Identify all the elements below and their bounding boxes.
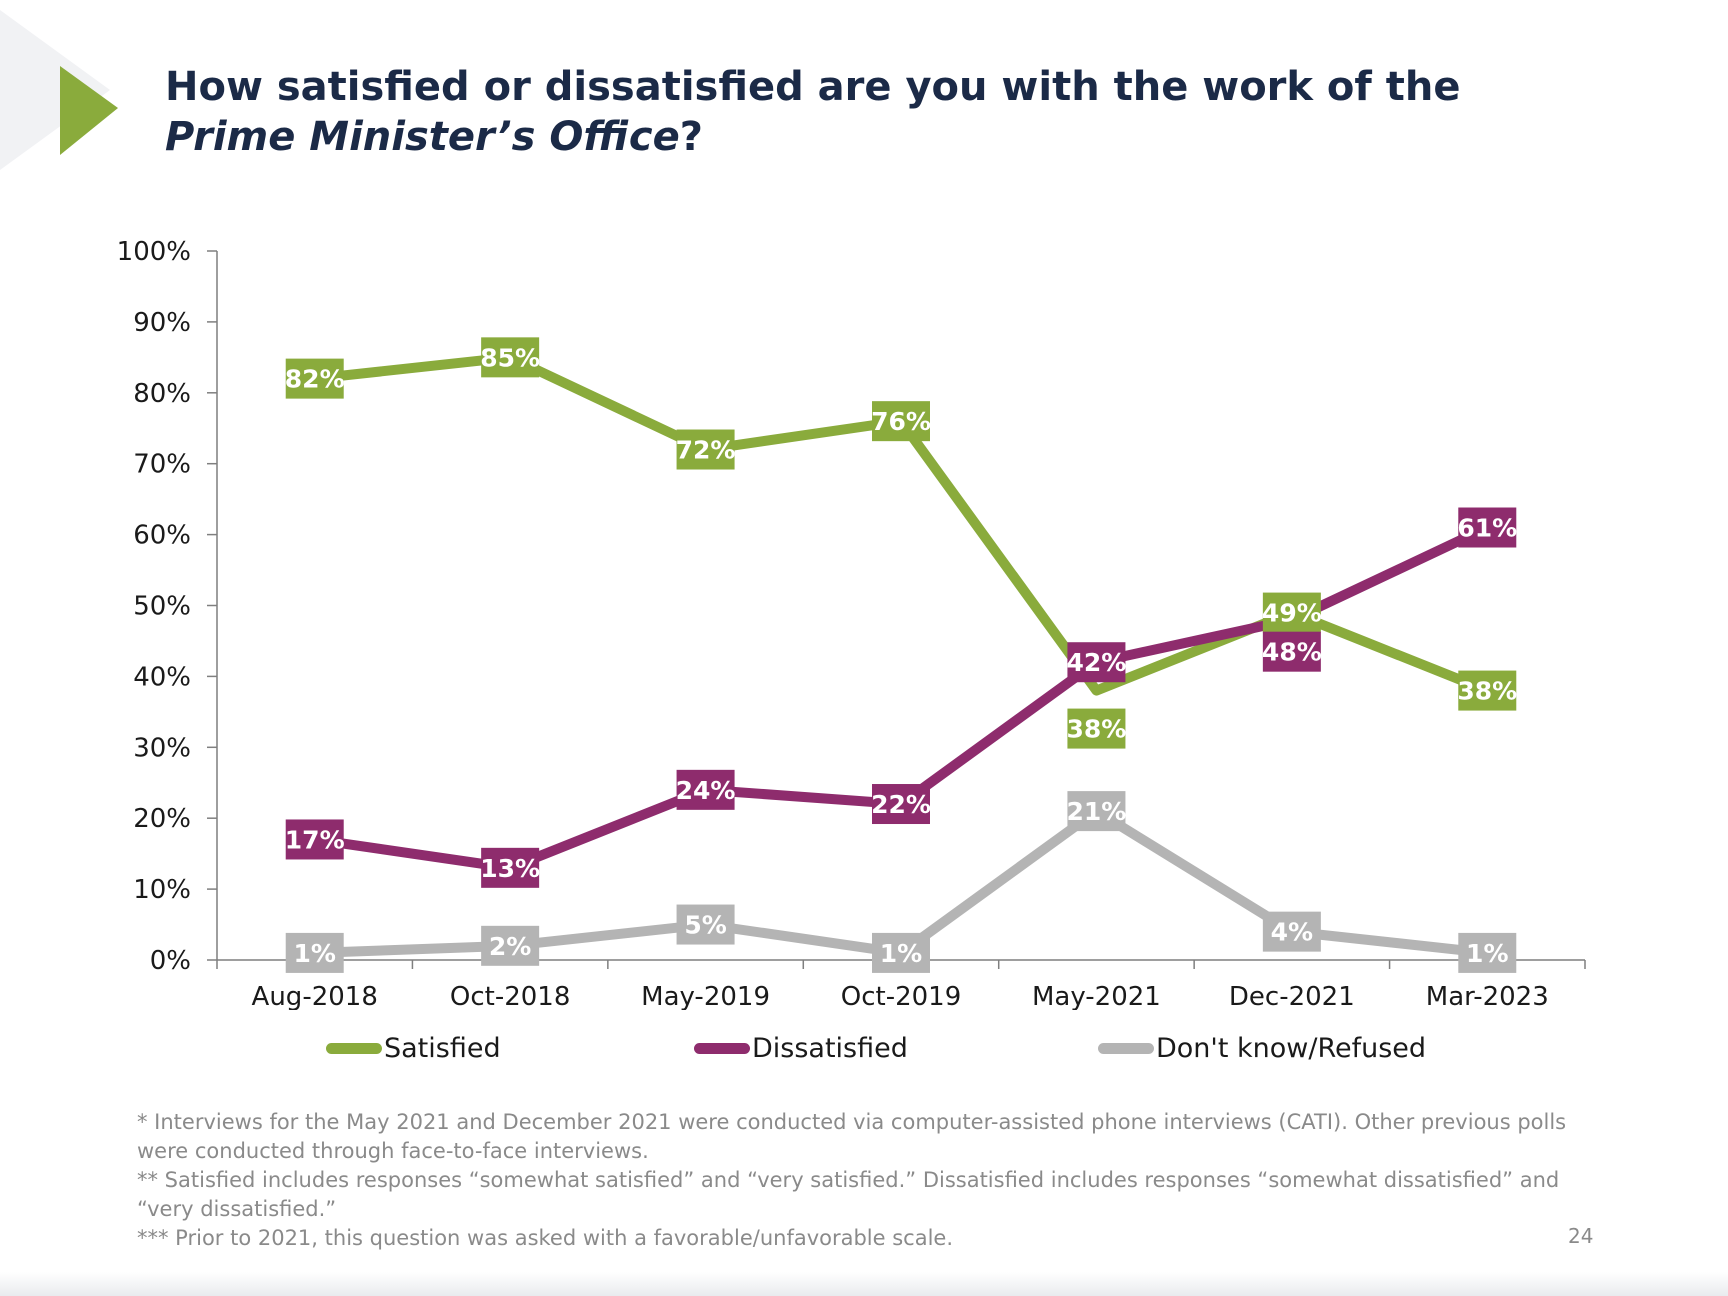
data-label-dont-know: 4% — [1271, 918, 1313, 947]
data-label-dissatisfied: 61% — [1457, 514, 1517, 543]
data-label-box-dissatisfied — [676, 769, 735, 810]
legend-label-dont-know: Don't know/Refused — [1156, 1032, 1427, 1064]
data-label-dont-know: 2% — [489, 932, 531, 961]
legend-item-dont-know: Don't know/Refused — [1098, 1028, 1426, 1068]
data-label-dissatisfied: 42% — [1067, 648, 1127, 677]
x-tick-label: Oct-2019 — [841, 982, 962, 1010]
data-label-satisfied: 38% — [1457, 677, 1517, 706]
data-label-satisfied: 38% — [1067, 715, 1127, 744]
data-label-dont-know: 1% — [1466, 939, 1508, 968]
data-label-box-dont-know — [872, 932, 930, 973]
y-tick-label: 80% — [133, 379, 191, 409]
legend-item-satisfied: Satisfied — [326, 1028, 501, 1068]
data-label-box-satisfied — [1067, 708, 1126, 749]
y-tick-label: 40% — [133, 662, 191, 692]
data-label-box-satisfied — [676, 429, 735, 470]
data-label-satisfied: 85% — [480, 343, 540, 372]
title-text-start: How satisfied or dissatisfied are you wi… — [165, 64, 1461, 110]
data-label-box-satisfied — [481, 337, 540, 378]
data-label-box-dont-know — [1262, 911, 1321, 952]
footnotes: * Interviews for the May 2021 and Decemb… — [137, 1108, 1597, 1253]
data-label-satisfied: 49% — [1262, 599, 1322, 628]
data-label-dissatisfied: 48% — [1262, 638, 1322, 667]
y-tick-label: 20% — [133, 804, 191, 834]
data-label-box-satisfied — [872, 401, 930, 442]
data-label-box-dissatisfied — [872, 784, 930, 825]
data-label-box-dont-know — [481, 925, 540, 966]
data-label-box-dont-know — [1458, 932, 1517, 973]
y-tick-label: 70% — [133, 450, 191, 480]
x-tick-label: May-2021 — [1032, 982, 1161, 1010]
background-corner-shape — [0, 10, 118, 170]
page-title: How satisfied or dissatisfied are you wi… — [165, 62, 1585, 162]
y-tick-label: 100% — [117, 237, 191, 267]
data-label-dont-know: 1% — [293, 939, 335, 968]
x-tick-label: Dec-2021 — [1229, 982, 1355, 1010]
footnote-3: *** Prior to 2021, this question was ask… — [137, 1226, 954, 1250]
legend-label-dissatisfied: Dissatisfied — [752, 1032, 908, 1064]
data-label-box-dissatisfied — [1458, 507, 1517, 548]
data-label-box-dont-know — [285, 932, 344, 973]
y-tick-label: 0% — [150, 946, 191, 976]
data-label-box-dont-know — [1067, 791, 1126, 832]
bottom-bar — [0, 1272, 1728, 1296]
legend-swatch-satisfied — [326, 1042, 382, 1054]
data-label-dissatisfied: 22% — [871, 790, 931, 819]
title-arrow-icon — [60, 66, 118, 155]
data-label-box-dissatisfied — [1067, 642, 1126, 683]
data-label-box-dissatisfied — [285, 819, 344, 860]
data-label-dissatisfied: 13% — [480, 854, 540, 883]
data-label-satisfied: 72% — [676, 436, 736, 465]
data-label-dont-know: 5% — [684, 911, 726, 940]
data-label-box-dont-know — [676, 904, 735, 945]
x-tick-label: Mar-2023 — [1426, 982, 1549, 1010]
data-label-box-satisfied — [285, 358, 344, 399]
data-label-box-satisfied — [1262, 592, 1321, 633]
y-tick-label: 60% — [133, 521, 191, 551]
footnote-1: * Interviews for the May 2021 and Decemb… — [137, 1110, 1567, 1163]
x-tick-label: Oct-2018 — [450, 982, 571, 1010]
data-label-dont-know: 21% — [1067, 797, 1127, 826]
title-text-italic: Prime Minister’s Office — [165, 114, 680, 160]
data-label-dissatisfied: 17% — [285, 825, 345, 854]
y-tick-label: 30% — [133, 733, 191, 763]
x-tick-label: Aug-2018 — [252, 982, 378, 1010]
data-label-dont-know: 1% — [880, 939, 922, 968]
x-tick-label: May-2019 — [641, 982, 770, 1010]
y-tick-label: 50% — [133, 592, 191, 622]
page-number: 24 — [1568, 1224, 1594, 1248]
line-chart: 0% 10% 20% 30% 40% 50% 60% 70% 80% 90% 100% Aug-201… — [117, 237, 1586, 1010]
legend-label-satisfied: Satisfied — [384, 1032, 501, 1064]
data-label-satisfied: 82% — [285, 365, 345, 394]
footnote-2: ** Satisfied includes responses “somewha… — [137, 1168, 1560, 1221]
legend-item-dissatisfied: Dissatisfied — [694, 1028, 908, 1068]
legend-swatch-dont-know — [1098, 1042, 1154, 1054]
chart-legend: Satisfied Dissatisfied Don't know/Refuse… — [0, 1028, 1728, 1068]
legend-swatch-dissatisfied — [694, 1042, 750, 1054]
y-tick-label: 10% — [133, 875, 191, 905]
data-label-box-dissatisfied — [481, 847, 540, 888]
data-label-box-satisfied — [1458, 670, 1517, 711]
y-tick-label: 90% — [133, 308, 191, 338]
data-label-satisfied: 76% — [871, 407, 931, 436]
data-label-box-dissatisfied — [1262, 631, 1321, 672]
data-label-dissatisfied: 24% — [676, 776, 736, 805]
title-text-end: ? — [679, 114, 703, 160]
